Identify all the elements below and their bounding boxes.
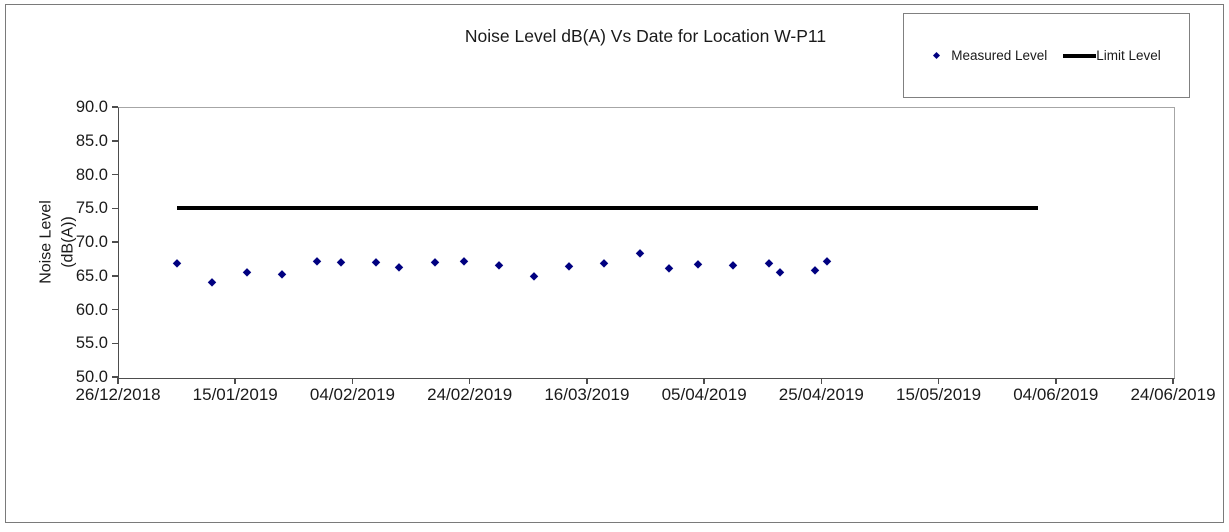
x-tick-label: 04/02/2019 [309, 385, 395, 404]
limit-line-swatch-icon [1063, 53, 1097, 58]
y-tick-label: 70.0 [75, 233, 108, 251]
legend-label-measured: Measured Level [951, 48, 1048, 63]
y-axis-tick [112, 342, 118, 344]
x-axis-tick [351, 378, 354, 384]
y-axis-tick [112, 140, 118, 142]
chart-title: Noise Level dB(A) Vs Date for Location W… [464, 26, 827, 46]
x-tick-label: 04/06/2019 [1013, 385, 1099, 404]
y-axis-tick [112, 308, 118, 311]
x-axis-tick [117, 378, 119, 384]
x-axis-tick [234, 378, 236, 384]
plot-area [118, 107, 1175, 379]
y-tick-label: 60.0 [75, 300, 108, 319]
y-axis-tick [112, 207, 118, 209]
y-tick-label: 85.0 [75, 131, 108, 150]
legend-item-measured: Measured Level [932, 48, 1047, 63]
y-axis-tick [112, 173, 118, 176]
x-tick-label: 25/04/2019 [778, 385, 864, 404]
y-axis-tick [112, 106, 118, 108]
legend-label-limit: Limit Level [1096, 48, 1161, 63]
diamond-marker-icon [933, 51, 941, 60]
y-tick-label: 75.0 [75, 199, 108, 218]
x-tick-label: 24/06/2019 [1130, 385, 1216, 404]
y-axis-tick [112, 241, 118, 243]
x-tick-label: 16/03/2019 [544, 385, 630, 404]
limit-level-line [176, 206, 1039, 211]
y-tick-label: 80.0 [75, 165, 108, 184]
y-tick-label: 90.0 [75, 98, 108, 116]
x-tick-label: 05/04/2019 [661, 385, 747, 404]
x-tick-label: 15/01/2019 [192, 385, 278, 404]
x-tick-label: 26/12/2018 [75, 385, 161, 404]
x-axis-tick [937, 378, 940, 384]
y-tick-label: 55.0 [75, 334, 108, 353]
y-tick-label: 65.0 [75, 266, 108, 285]
y-axis-title-line1: Noise Level [37, 200, 55, 284]
x-axis-tick [468, 378, 471, 384]
x-axis-tick [820, 378, 823, 384]
x-axis-tick [1172, 378, 1174, 384]
x-axis-tick [586, 378, 588, 384]
x-axis-tick [1055, 378, 1057, 384]
x-tick-label: 24/02/2019 [427, 385, 513, 404]
y-tick-label: 50.0 [75, 368, 108, 386]
y-axis-tick [112, 376, 118, 378]
x-tick-label: 15/05/2019 [896, 385, 982, 404]
x-axis-tick [703, 378, 705, 384]
y-axis-tick [112, 275, 118, 277]
legend-item-limit: Limit Level [1063, 48, 1161, 63]
legend: Measured Level Limit Level [903, 13, 1190, 98]
